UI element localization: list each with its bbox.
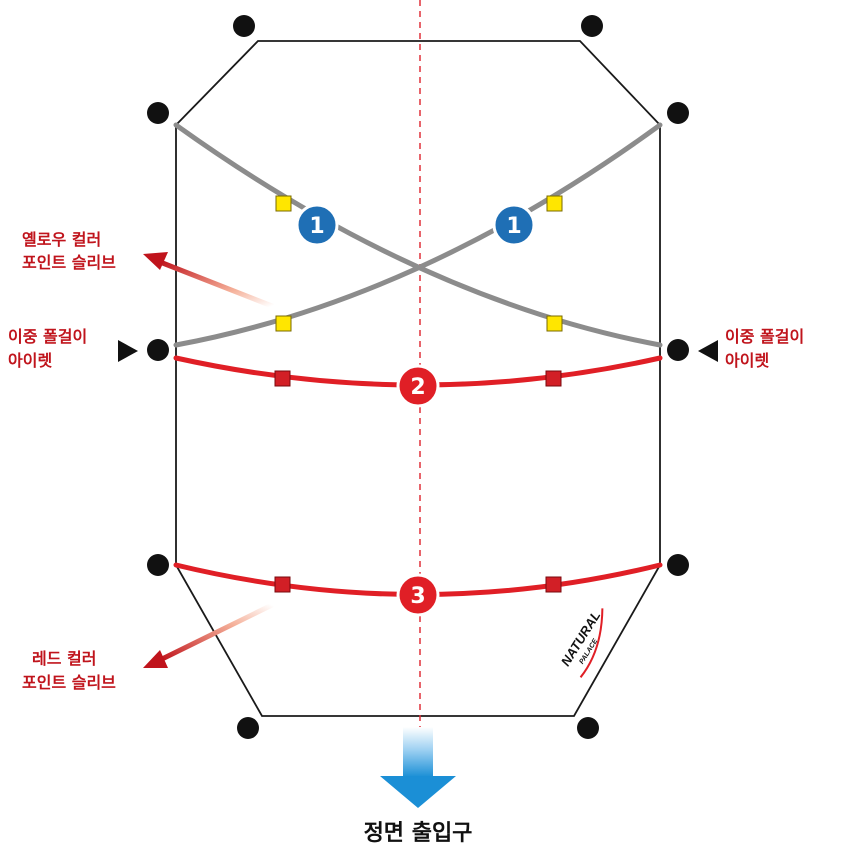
label-red-sleeve: 레드 컬러 포인트 슬리브 [22, 649, 116, 692]
badge-number: 2 [410, 375, 425, 400]
brand-logo: NATURAL PALACE [558, 608, 603, 678]
label-line: 레드 컬러 [32, 649, 96, 668]
badge-number: 1 [506, 214, 521, 239]
eyelet-pointer-left [118, 340, 138, 362]
red-sleeve-pointer [143, 602, 275, 668]
yellow-sleeve-pointer [143, 252, 275, 309]
red-clip [274, 370, 291, 387]
badge-pole-3: 3 [396, 573, 440, 617]
label-line: 이중 폴걸이 [725, 327, 804, 346]
front-entrance-label: 정면 출입구 [364, 821, 473, 846]
stake-point [577, 717, 599, 739]
yellow-clip [546, 315, 563, 332]
yellow-clip [546, 195, 563, 212]
eyelet-pointer-right [698, 340, 718, 362]
tent-floor-outline [175, 40, 661, 717]
badge-pole-1-right: 1 [492, 203, 536, 247]
badge-pole-1-left: 1 [295, 203, 339, 247]
yellow-clip [275, 315, 292, 332]
label-line: 포인트 슬리브 [22, 253, 116, 272]
red-clip [545, 576, 562, 593]
red-clip [274, 576, 291, 593]
red-clips [274, 370, 562, 593]
stake-point [581, 15, 603, 37]
badge-pole-2: 2 [396, 364, 440, 408]
yellow-clip [275, 195, 292, 212]
red-clip [545, 370, 562, 387]
stake-point [667, 102, 689, 124]
stake-points [147, 15, 689, 739]
stake-point [147, 554, 169, 576]
stake-point [667, 554, 689, 576]
label-line: 옐로우 컬러 [22, 230, 101, 249]
stake-point [147, 102, 169, 124]
entrance-arrow-icon [380, 727, 456, 808]
yellow-clips [275, 195, 563, 332]
label-line: 아이렛 [8, 351, 52, 370]
label-line: 아이렛 [725, 351, 769, 370]
label-double-pole-left: 이중 폴걸이 아이렛 [8, 327, 87, 370]
stake-point [667, 339, 689, 361]
stake-point [147, 339, 169, 361]
label-yellow-sleeve: 옐로우 컬러 포인트 슬리브 [22, 230, 116, 272]
stake-point [237, 717, 259, 739]
label-double-pole-right: 이중 폴걸이 아이렛 [725, 327, 804, 370]
stake-point [233, 15, 255, 37]
label-line: 포인트 슬리브 [22, 673, 116, 692]
cross-pole-b [173, 122, 663, 348]
label-line: 이중 폴걸이 [8, 327, 87, 346]
cross-pole-a [173, 122, 663, 348]
badge-number: 3 [410, 584, 425, 609]
badge-number: 1 [309, 214, 324, 239]
